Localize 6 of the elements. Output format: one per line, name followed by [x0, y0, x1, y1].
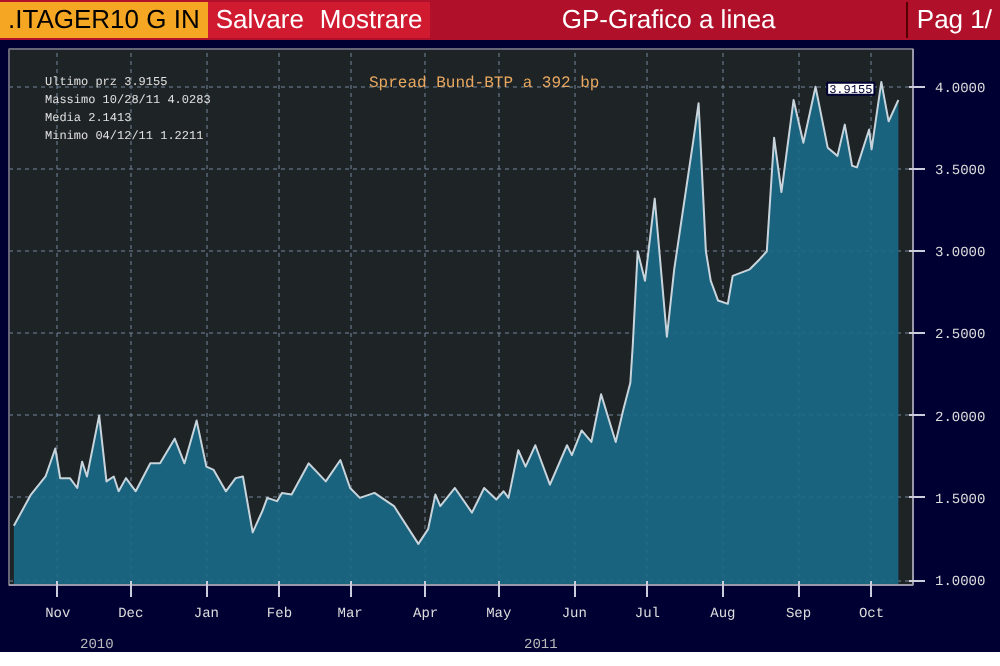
text: Pag 1/ [906, 1, 1000, 39]
text: .ITAGER10 G IN [0, 1, 208, 39]
text: Mostrare [311, 1, 431, 39]
text: Salvare [207, 1, 312, 39]
chart-title: GP-Grafico a linea [559, 1, 778, 38]
text: Spread Bund-BTP a 392 bp [369, 75, 600, 93]
